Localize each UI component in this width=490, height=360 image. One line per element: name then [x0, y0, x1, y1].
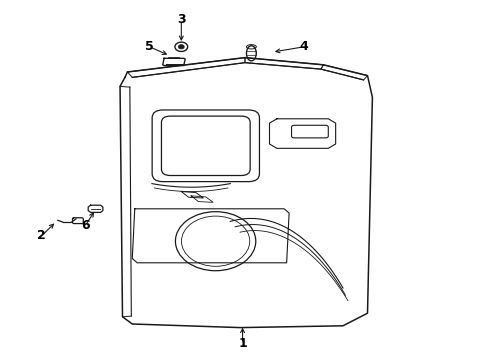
Text: 3: 3	[177, 13, 186, 26]
Text: 4: 4	[299, 40, 308, 53]
Text: 2: 2	[37, 229, 46, 242]
Circle shape	[178, 45, 184, 49]
Text: 6: 6	[81, 219, 90, 231]
Text: 1: 1	[238, 337, 247, 350]
Text: 5: 5	[145, 40, 154, 53]
